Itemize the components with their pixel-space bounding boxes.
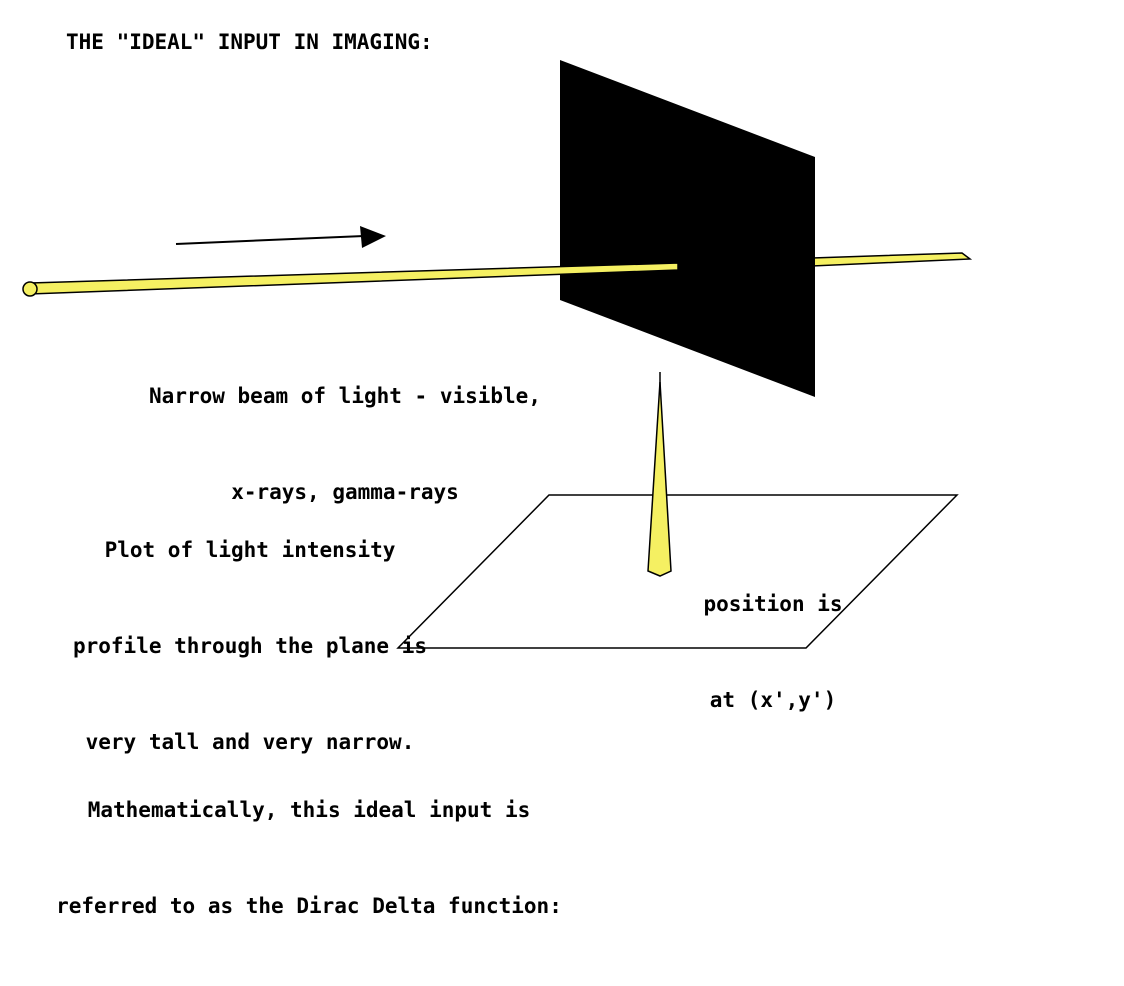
- math-caption-line: referred to as the Dirac Delta function:: [56, 894, 562, 918]
- beam-caption-line: x-rays, gamma-rays: [231, 480, 459, 504]
- intensity-plot-plane: [396, 494, 959, 649]
- beam-caption: Narrow beam of light - visible, x-rays, …: [110, 316, 580, 572]
- position-label-line: at (x',y'): [709, 688, 837, 712]
- beam-exit-segment: [811, 252, 973, 267]
- beam-source: [22, 281, 38, 297]
- plot-caption: Plot of light intensity profile through …: [40, 470, 460, 822]
- plot-caption-line: very tall and very narrow.: [85, 730, 415, 754]
- direction-arrowhead: [360, 226, 386, 248]
- position-label-line: position is: [703, 592, 843, 616]
- delta-spike: [647, 381, 672, 577]
- black-screen-plane: [560, 60, 815, 397]
- math-caption-line: Mathematically, this ideal input is: [87, 798, 531, 822]
- plot-caption-line: Plot of light intensity: [104, 538, 396, 562]
- position-label: position is at (x',y'): [688, 524, 858, 780]
- diagram-canvas: THE "IDEAL" INPUT IN IMAGING: Narrow bea…: [22, 30, 973, 918]
- math-caption: Mathematically, this ideal input is refe…: [14, 730, 604, 986]
- beam-caption-line: Narrow beam of light - visible,: [149, 384, 541, 408]
- diagram-graphics: [22, 60, 973, 649]
- plot-caption-line: profile through the plane is: [72, 634, 427, 658]
- page-title: THE "IDEAL" INPUT IN IMAGING:: [66, 30, 433, 54]
- direction-arrow-shaft: [175, 235, 365, 245]
